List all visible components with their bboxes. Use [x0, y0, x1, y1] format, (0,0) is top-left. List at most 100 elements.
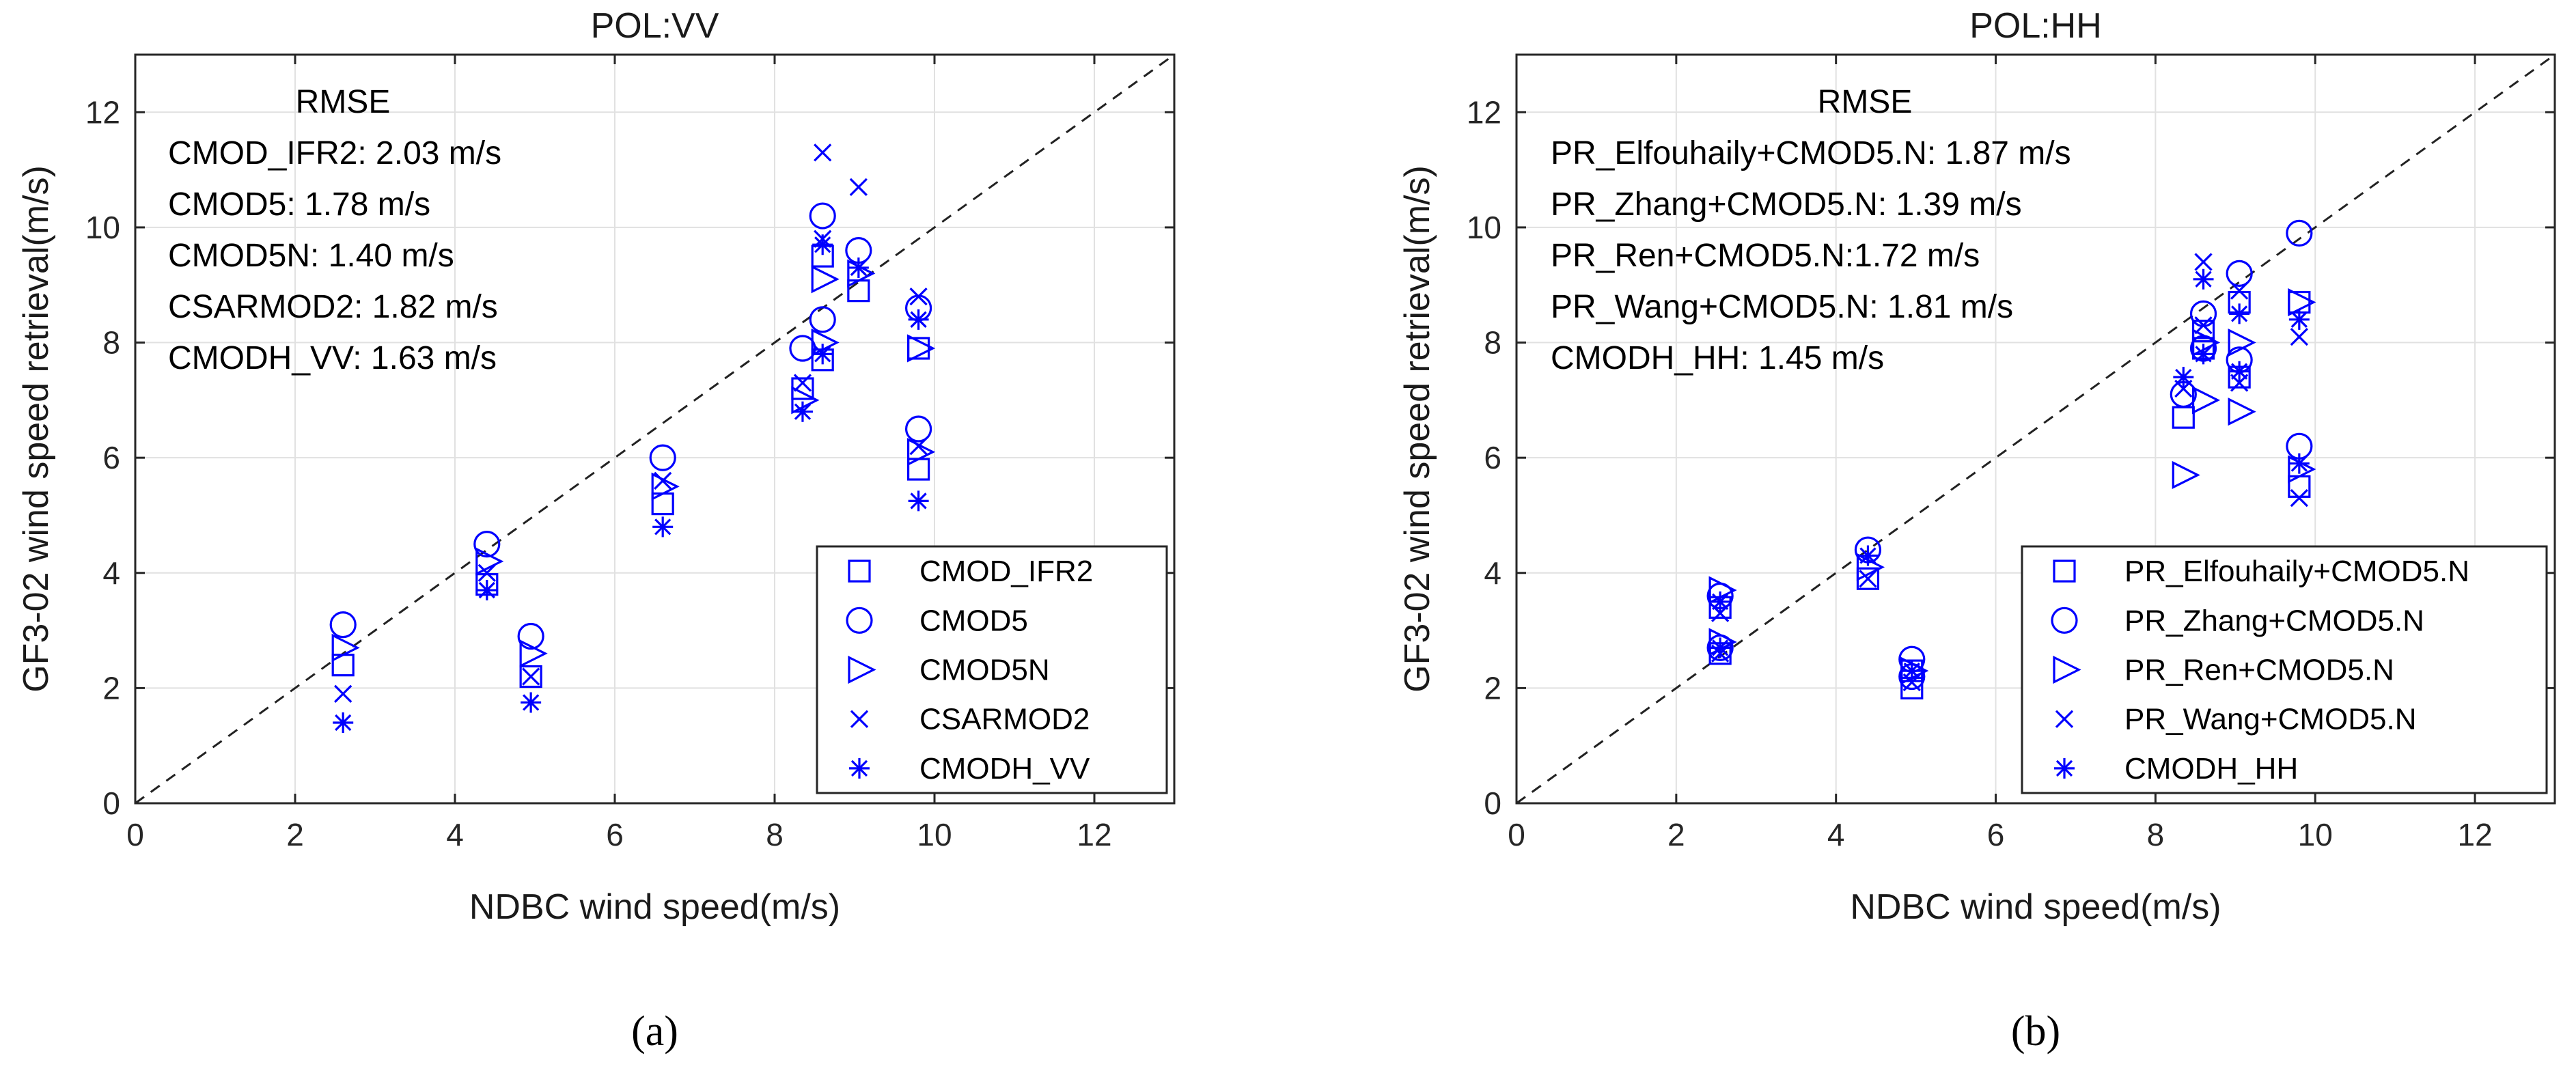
data-point	[909, 287, 928, 306]
legend-label: CMODH_HH	[2124, 752, 2298, 785]
data-point	[522, 667, 540, 686]
data-point	[909, 437, 928, 456]
x-tick-label: 12	[1077, 817, 1111, 852]
y-tick-label: 6	[102, 440, 120, 475]
y-tick-label: 2	[1484, 670, 1501, 706]
data-point	[2191, 328, 2221, 357]
data-point	[1901, 660, 1922, 682]
legend-marker	[850, 710, 869, 728]
data-point	[811, 328, 840, 357]
data-point	[2191, 386, 2221, 415]
x-tick-label: 10	[2298, 817, 2333, 852]
legend-label: PR_Ren+CMOD5.N	[2124, 654, 2394, 687]
y-tick-label: 10	[1467, 210, 1501, 245]
y-tick-label: 8	[1484, 325, 1501, 361]
data-point	[654, 471, 672, 490]
data-point	[793, 374, 812, 392]
data-point	[812, 234, 833, 255]
legend-marker	[2053, 559, 2076, 583]
reference-line	[135, 53, 1175, 805]
data-point	[2290, 327, 2308, 346]
legend-label: PR_Wang+CMOD5.N	[2124, 703, 2417, 736]
data-point	[2286, 219, 2313, 247]
x-tick-label: 4	[446, 817, 464, 852]
legend-marker	[849, 757, 870, 779]
rmse-title: RMSE	[1818, 84, 1913, 120]
y-tick-label: 12	[1467, 94, 1501, 130]
chart-title: POL:VV	[591, 6, 719, 46]
x-tick-label: 8	[766, 817, 784, 852]
x-tick-label: 2	[286, 817, 304, 852]
legend-label: PR_Zhang+CMOD5.N	[2124, 604, 2424, 637]
rmse-line: CMOD5N: 1.40 m/s	[168, 238, 454, 274]
legend-label: CMOD_IFR2	[919, 555, 1093, 588]
series-cmod5n	[331, 259, 936, 668]
data-point	[331, 633, 360, 662]
panel-b: 0 2 4 6 8 10 12 0 2 4 6 8 10 12 POL:HH NDBC wind speed(…	[1398, 6, 2556, 1055]
panel-a: 0 2 4 6 8 10 12 0 2 4 6 8 10 12 POL:VV NDBC wind speed(…	[16, 6, 1176, 1055]
data-point	[904, 415, 932, 443]
data-point	[906, 438, 936, 467]
legend-marker	[2054, 757, 2075, 779]
y-tick-label: 0	[1484, 785, 1501, 821]
data-point	[789, 335, 816, 362]
rmse-line: PR_Wang+CMOD5.N: 1.81 m/s	[1551, 289, 2013, 325]
x-tick-label: 12	[2457, 817, 2492, 852]
rmse-line: CMOD_IFR2: 2.03 m/s	[168, 135, 501, 171]
data-point	[1859, 570, 1877, 588]
data-point	[519, 639, 548, 668]
panel-label: (b)	[2011, 1008, 2060, 1055]
legend-label: CSARMOD2	[919, 703, 1090, 736]
x-tick-label: 6	[1987, 817, 2005, 852]
data-point	[2288, 453, 2310, 474]
chart-title: POL:HH	[1969, 6, 2102, 46]
legend-marker	[2053, 655, 2081, 684]
axes-box	[134, 53, 1176, 805]
data-point	[651, 472, 680, 501]
data-point	[811, 265, 840, 294]
data-point	[809, 306, 836, 333]
data-point	[329, 611, 357, 639]
legend-marker	[2055, 710, 2074, 728]
y-tick-label: 0	[102, 785, 120, 821]
data-point	[812, 344, 833, 365]
legend-marker	[2051, 607, 2078, 634]
rmse-line: PR_Zhang+CMOD5.N: 1.39 m/s	[1551, 186, 2022, 223]
data-point	[476, 580, 497, 601]
x-tick-label: 6	[606, 817, 624, 852]
data-point	[2193, 268, 2214, 290]
x-tick-label: 0	[126, 817, 144, 852]
axes-box	[1515, 53, 2556, 805]
legend-marker	[848, 655, 876, 684]
data-point	[652, 516, 674, 538]
x-tick-label: 8	[2147, 817, 2165, 852]
legend-label: CMOD5N	[919, 654, 1050, 687]
legend: CMOD_IFR2 CMOD5 CMOD5N CSARMOD2 CMODH_VV	[816, 545, 1168, 794]
data-point	[2193, 344, 2214, 365]
data-point	[849, 178, 868, 197]
data-point	[908, 490, 929, 512]
legend-label: CMODH_VV	[919, 752, 1090, 785]
data-point	[517, 622, 544, 650]
rmse-line: CSARMOD2: 1.82 m/s	[168, 289, 498, 325]
y-tick-label: 8	[102, 325, 120, 361]
x-tick-label: 0	[1508, 817, 1525, 852]
reference-line	[1516, 53, 2556, 805]
data-point	[2194, 316, 2213, 335]
legend-label: CMOD5	[919, 604, 1028, 637]
data-point	[334, 684, 352, 703]
series-cmodh-hh	[1710, 268, 2310, 682]
legend-label: PR_Elfouhaily+CMOD5.N	[2124, 555, 2469, 588]
data-point	[2226, 260, 2253, 287]
data-point	[519, 665, 542, 688]
data-point	[791, 386, 820, 415]
y-axis-label: GF3-02 wind speed retrieval(m/s)	[16, 165, 56, 693]
x-tick-label: 2	[1667, 817, 1685, 852]
data-point	[2172, 460, 2200, 490]
y-axis-label: GF3-02 wind speed retrieval(m/s)	[1398, 165, 1437, 693]
y-tick-label: 12	[85, 94, 120, 130]
legend-marker	[846, 607, 873, 634]
data-point	[475, 547, 504, 576]
data-point	[1857, 545, 1879, 566]
